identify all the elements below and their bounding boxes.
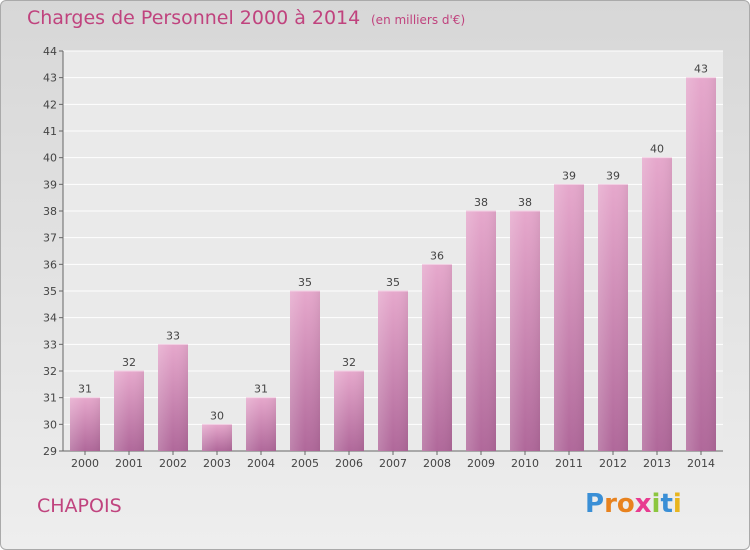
- y-tick-label: 42: [43, 98, 57, 111]
- logo-letter: x: [634, 489, 652, 519]
- logo-letter: i: [651, 489, 661, 519]
- bar-value-label: 38: [474, 196, 488, 209]
- bar-value-label: 43: [694, 63, 708, 76]
- proxiti-logo: Proxiti: [585, 489, 682, 519]
- commune-name: CHAPOIS: [37, 495, 122, 517]
- x-tick-label: 2013: [643, 457, 671, 470]
- bar-shine: [246, 397, 276, 451]
- y-tick-label: 30: [43, 418, 57, 431]
- chart-title: Charges de Personnel 2000 à 2014: [27, 7, 361, 29]
- y-tick-label: 41: [43, 125, 57, 138]
- y-tick-label: 44: [43, 45, 57, 58]
- x-tick-label: 2011: [555, 457, 583, 470]
- x-tick-label: 2007: [379, 457, 407, 470]
- bar-shine: [378, 291, 408, 451]
- bar-shine: [466, 211, 496, 451]
- bar-value-label: 31: [254, 383, 268, 396]
- y-tick-label: 29: [43, 445, 57, 458]
- x-tick-label: 2009: [467, 457, 495, 470]
- y-tick-label: 39: [43, 178, 57, 191]
- bar-chart: 29 30 31 32 33 34 35 36 37 38 39 40 41 42 43 44 31 2000 3…: [43, 45, 723, 470]
- y-tick-label: 33: [43, 338, 57, 351]
- logo-letter: P: [585, 489, 605, 519]
- y-tick-label: 31: [43, 392, 57, 405]
- logo-letter: i: [672, 489, 682, 519]
- bar-shine: [202, 424, 232, 451]
- y-tick-label: 37: [43, 232, 57, 245]
- bar-shine: [290, 291, 320, 451]
- bar-value-label: 31: [78, 383, 92, 396]
- bar-value-label: 40: [650, 143, 664, 156]
- bar-value-label: 35: [298, 276, 312, 289]
- bar-value-label: 39: [606, 169, 620, 182]
- x-tick-label: 2008: [423, 457, 451, 470]
- logo-letter: o: [616, 489, 635, 519]
- bar-shine: [114, 371, 144, 451]
- bar-shine: [334, 371, 364, 451]
- bar-shine: [598, 184, 628, 452]
- bar-value-label: 38: [518, 196, 532, 209]
- y-tick-label: 35: [43, 285, 57, 298]
- bar-value-label: 32: [342, 356, 356, 369]
- bar-shine: [642, 157, 672, 451]
- y-tick-label: 32: [43, 365, 57, 378]
- y-tick-label: 40: [43, 152, 57, 165]
- y-tick-label: 34: [43, 312, 57, 325]
- bar-value-label: 33: [166, 329, 180, 342]
- bar-shine: [158, 344, 188, 451]
- x-tick-label: 2012: [599, 457, 627, 470]
- bar-shine: [510, 211, 540, 451]
- x-tick-label: 2002: [159, 457, 187, 470]
- x-tick-label: 2000: [71, 457, 99, 470]
- bar-value-label: 39: [562, 169, 576, 182]
- bar-value-label: 30: [210, 409, 224, 422]
- x-tick-label: 2014: [687, 457, 715, 470]
- x-tick-label: 2006: [335, 457, 363, 470]
- x-tick-label: 2003: [203, 457, 231, 470]
- bar-value-label: 36: [430, 249, 444, 262]
- bar-shine: [554, 184, 584, 452]
- x-tick-label: 2004: [247, 457, 275, 470]
- y-tick-label: 36: [43, 258, 57, 271]
- logo-letter: r: [604, 489, 617, 519]
- chart-subtitle: (en milliers d'€): [371, 13, 466, 27]
- y-tick-label: 38: [43, 205, 57, 218]
- x-tick-label: 2005: [291, 457, 319, 470]
- y-tick-label: 43: [43, 72, 57, 85]
- x-tick-label: 2010: [511, 457, 539, 470]
- x-tick-label: 2001: [115, 457, 143, 470]
- bar-value-label: 32: [122, 356, 136, 369]
- bar-shine: [70, 397, 100, 451]
- bar-value-label: 35: [386, 276, 400, 289]
- logo-letter: t: [660, 489, 673, 519]
- bar-shine: [686, 77, 716, 452]
- bar-shine: [422, 264, 452, 451]
